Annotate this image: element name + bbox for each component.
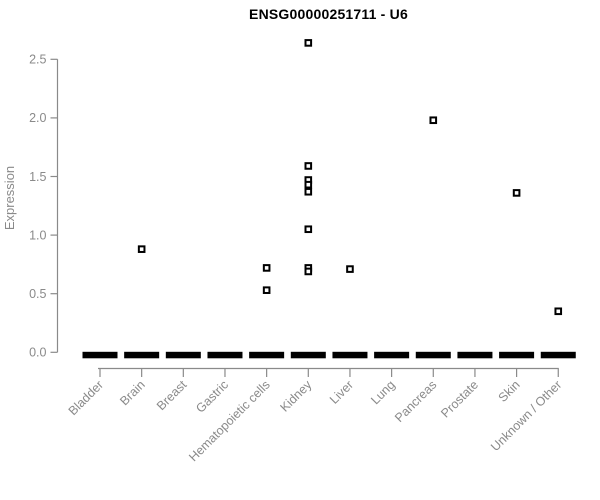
y-tick-label: 1.5 xyxy=(29,170,46,184)
x-tick-label: Gastric xyxy=(193,378,231,416)
x-tick-label: Skin xyxy=(496,378,523,405)
data-point xyxy=(554,307,563,316)
data-point xyxy=(304,162,313,170)
y-tick-label: 2.5 xyxy=(29,53,46,67)
x-tick-label: Hematopoietic cells xyxy=(186,378,273,465)
data-point xyxy=(346,265,354,273)
data-point xyxy=(262,286,271,294)
y-tick-label: 0.0 xyxy=(29,346,46,360)
data-point xyxy=(262,264,271,272)
x-tick-label: Kidney xyxy=(277,377,314,414)
zero-cluster-bar xyxy=(82,351,118,359)
data-point xyxy=(137,245,146,253)
data-point xyxy=(429,116,438,125)
x-tick-label: Breast xyxy=(154,377,190,413)
zero-cluster-bar xyxy=(499,351,535,359)
data-point xyxy=(304,180,313,189)
zero-cluster-bar xyxy=(124,351,160,359)
y-tick-label: 2.0 xyxy=(29,111,46,125)
data-point xyxy=(304,39,313,47)
zero-cluster-bar xyxy=(540,351,576,359)
chart-title: ENSG00000251711 - U6 xyxy=(249,6,408,22)
zero-cluster-bar xyxy=(165,351,201,359)
data-point xyxy=(304,225,313,234)
data-point xyxy=(304,267,313,276)
zero-cluster-bar xyxy=(374,351,410,359)
y-tick-label: 0.5 xyxy=(29,287,46,301)
y-axis-title: Expression xyxy=(2,166,17,230)
zero-cluster-bar xyxy=(332,351,368,359)
x-tick-label: Liver xyxy=(327,378,356,407)
data-point xyxy=(304,187,313,196)
zero-cluster-bar xyxy=(290,351,326,359)
x-tick-label: Prostate xyxy=(438,378,481,421)
x-tick-label: Lung xyxy=(368,378,398,408)
zero-cluster-bar xyxy=(207,351,243,359)
x-tick-label: Bladder xyxy=(66,378,106,418)
x-tick-label: Brain xyxy=(117,378,148,409)
y-tick-label: 1.0 xyxy=(29,228,46,242)
x-tick-label: Pancreas xyxy=(392,378,439,425)
zero-cluster-bar xyxy=(415,351,451,359)
zero-cluster-bar xyxy=(457,351,493,359)
x-tick-label: Unknown / Other xyxy=(488,378,564,454)
zero-cluster-bar xyxy=(249,351,285,359)
data-point xyxy=(512,189,521,197)
